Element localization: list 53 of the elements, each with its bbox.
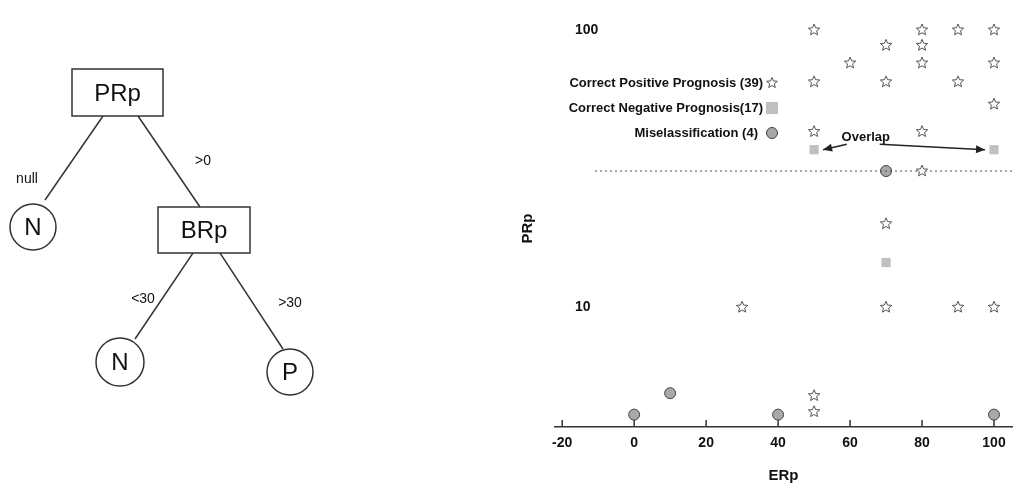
point: [807, 389, 821, 402]
point: [987, 56, 1001, 69]
point: [772, 408, 785, 421]
point: [809, 145, 819, 155]
y-axis-title: PRp: [518, 213, 536, 244]
point: [628, 408, 641, 421]
point: [915, 125, 929, 137]
x-tick-label: 60: [842, 434, 859, 451]
text: null: [16, 170, 38, 186]
point: [915, 23, 929, 36]
text: >30: [278, 294, 303, 310]
x-tick-label: 80: [914, 434, 931, 451]
point: [664, 387, 677, 400]
x-tick-label: 20: [698, 434, 715, 451]
point: [988, 408, 1001, 421]
legend-label: Correct Positive Prognosis (39): [569, 75, 763, 90]
point: [987, 23, 1001, 36]
x-axis-title: ERp: [768, 466, 799, 484]
point: [807, 75, 821, 88]
point: [987, 97, 1001, 110]
point: [843, 56, 857, 69]
x-tick-label: 100: [982, 434, 1006, 451]
point: [881, 257, 891, 268]
x-tick-label: 0: [630, 434, 639, 451]
text: <30: [131, 290, 156, 306]
y-tick-label: 10: [575, 298, 591, 315]
legend-label: Miselassification (4): [634, 125, 758, 140]
point: [807, 405, 821, 418]
text: N: [111, 348, 129, 375]
annotation: Overlap: [841, 128, 891, 144]
point: [879, 38, 893, 51]
point: [915, 56, 929, 69]
legend-label: Correct Negative Prognosis(17): [568, 100, 763, 115]
x-tick-label: 40: [770, 434, 787, 451]
point: [879, 75, 893, 88]
point: [951, 75, 965, 88]
point: [915, 38, 929, 51]
point: [807, 125, 821, 137]
point: [951, 300, 965, 313]
point: [915, 164, 929, 177]
text: P: [281, 358, 299, 385]
text: N: [24, 213, 42, 240]
x-tick-label: -20: [552, 434, 573, 451]
point: [989, 145, 999, 155]
text: PRp: [94, 78, 141, 106]
point: [879, 217, 893, 230]
point: [951, 23, 965, 36]
text: BRp: [180, 216, 228, 243]
text: >0: [195, 152, 212, 168]
point: [735, 300, 749, 313]
point: [807, 23, 821, 36]
point: [879, 300, 893, 313]
point: [987, 300, 1001, 313]
